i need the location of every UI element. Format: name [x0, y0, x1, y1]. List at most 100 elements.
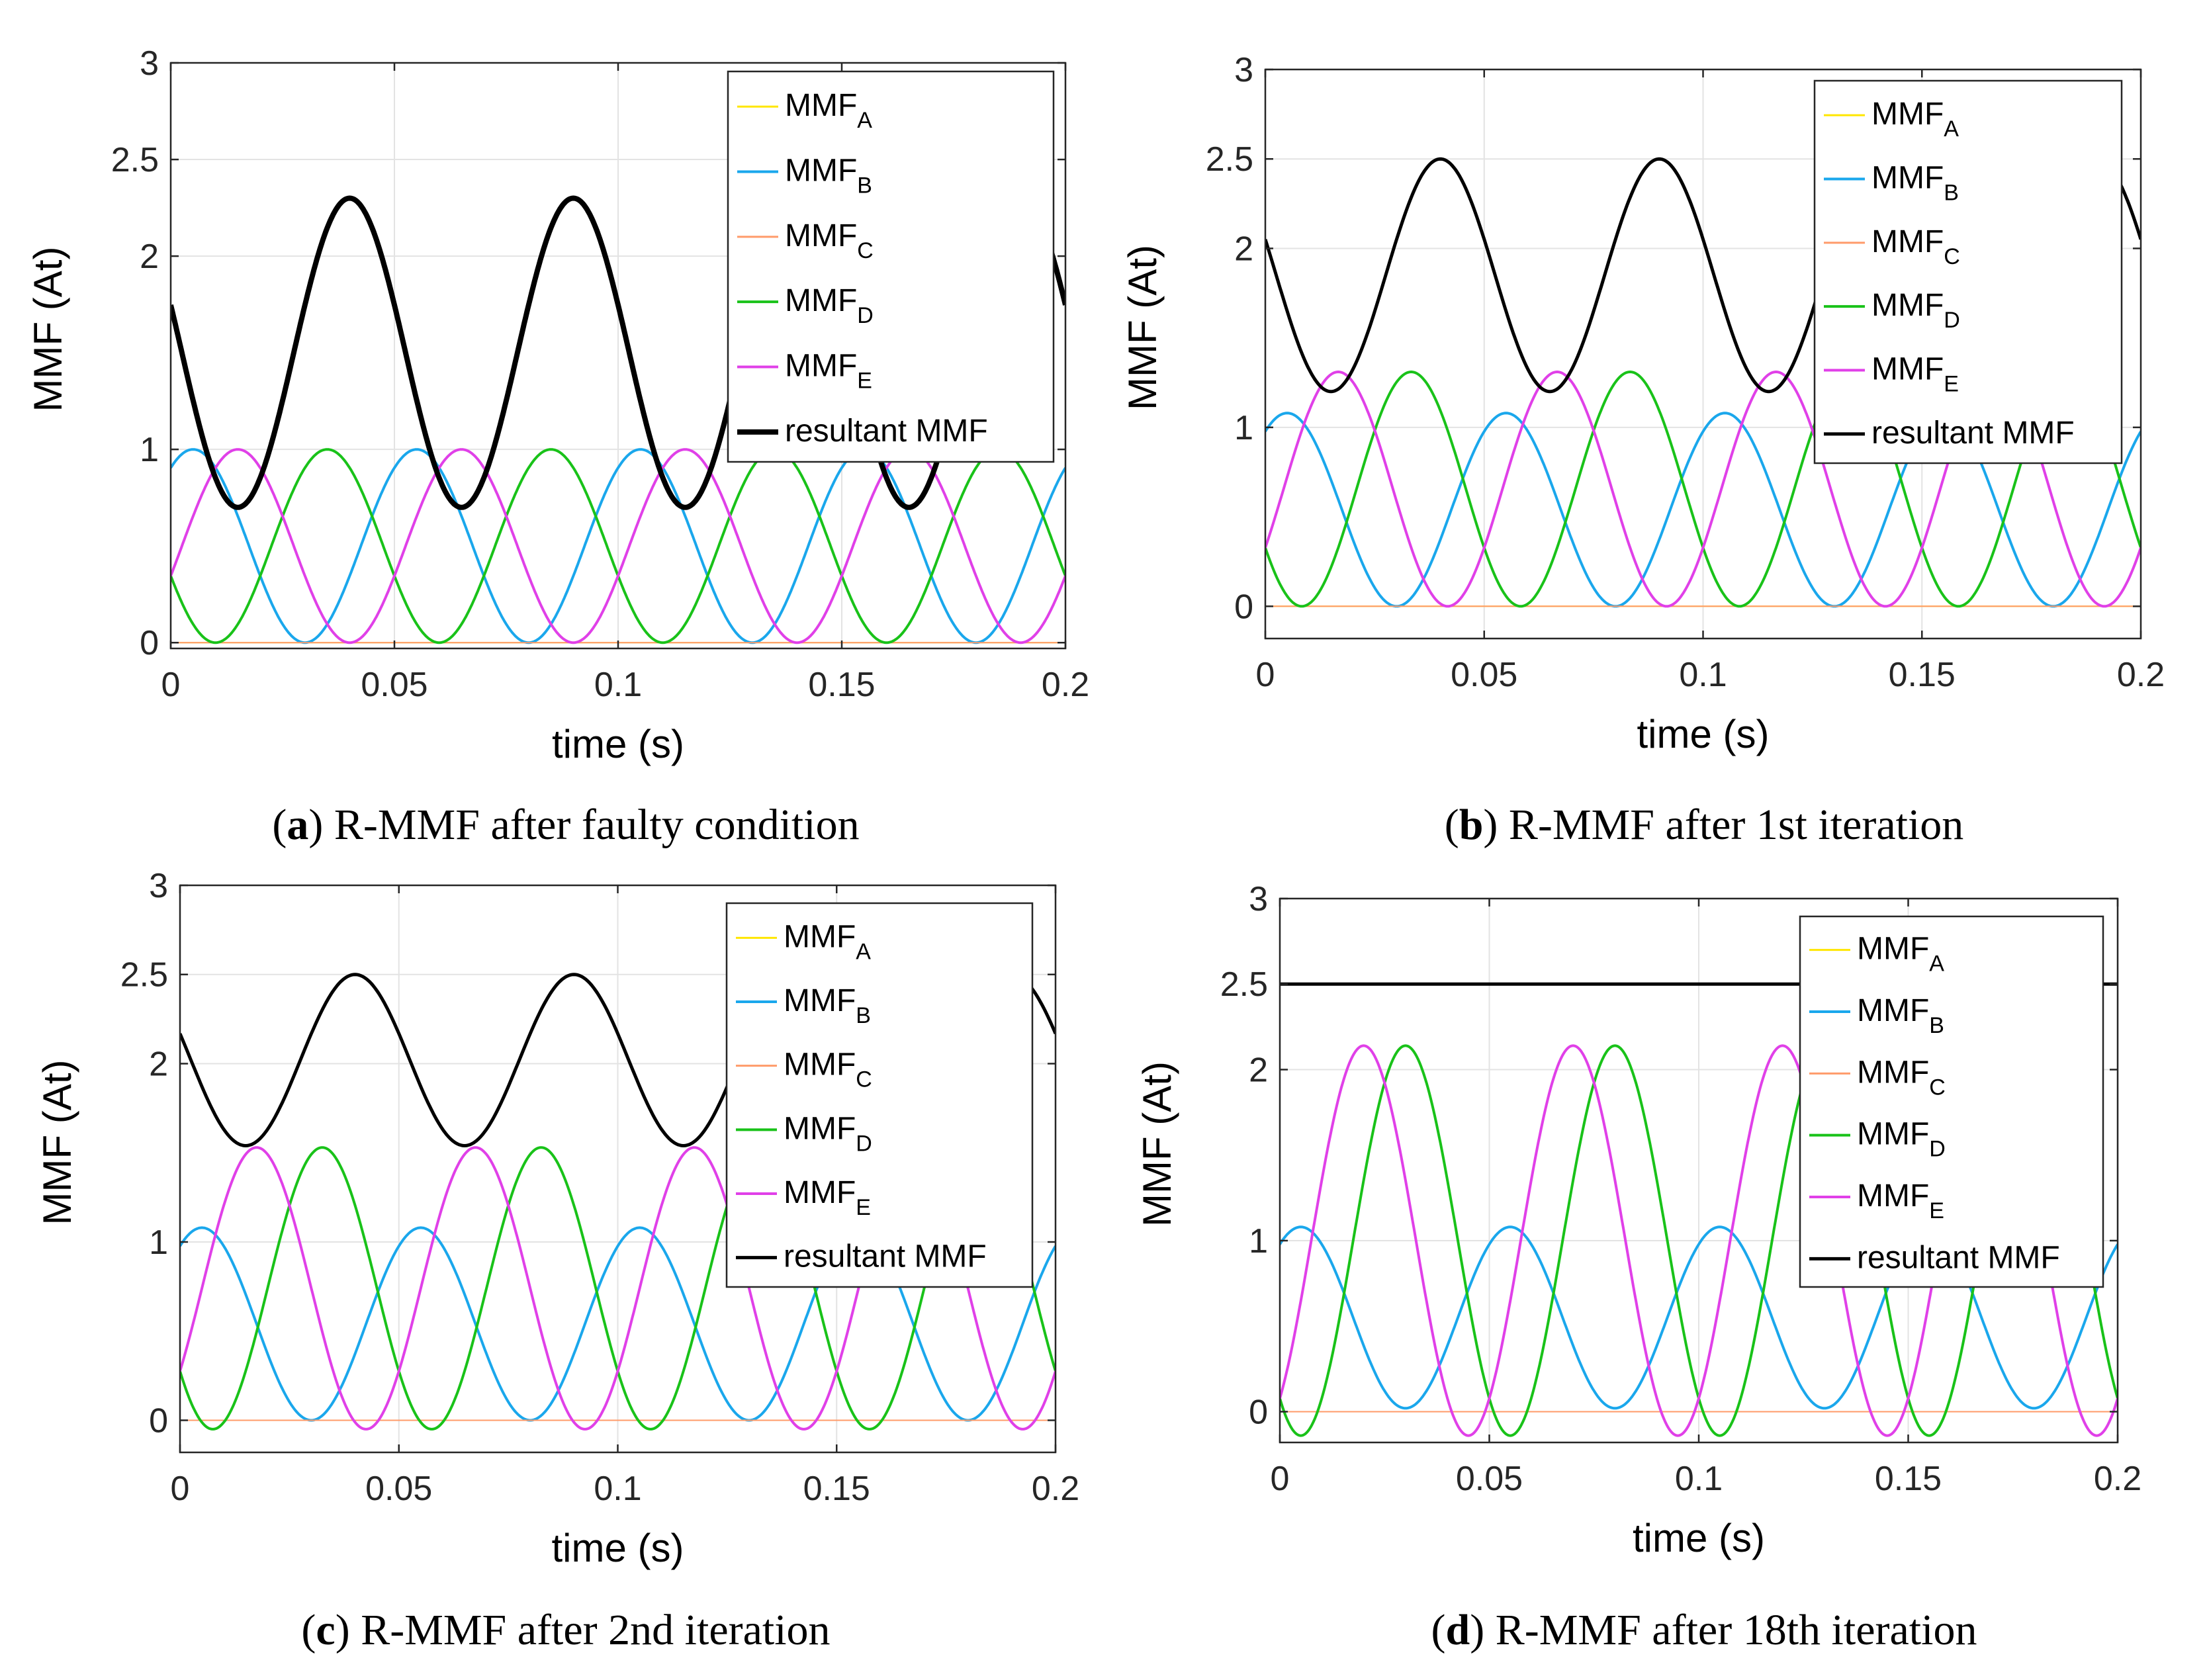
caption-text: R-MMF after faulty condition: [334, 801, 860, 849]
y-tick-label: 2: [1234, 230, 1253, 268]
y-axis-label: MMF (At): [1135, 1061, 1179, 1227]
legend-label-mmf-e: MMFE: [785, 349, 872, 394]
series-line-mmf-b: [1280, 1225, 2118, 1410]
x-tick-label: 0.2: [1042, 666, 1089, 704]
legend-box: [725, 902, 1034, 1288]
x-tick-label: 0.05: [361, 666, 428, 704]
y-tick-label: 3: [1249, 880, 1268, 918]
x-tick-label: 0.15: [803, 1470, 870, 1508]
y-tick-label: 2.5: [1220, 965, 1268, 1004]
legend-label-resultant-mmf: resultant MMF: [784, 1239, 987, 1274]
legend-label-mmf-c: MMFC: [1871, 224, 1960, 269]
y-tick-label: 2: [149, 1045, 168, 1083]
legend-box: [1799, 915, 2104, 1288]
panel-d: 0 0.05 0.1 0.15 0.2 0 1 2 2.5 3 time (s) MMF (At) MM…: [1135, 880, 2141, 1654]
legend-label-mmf-e: MMFE: [784, 1175, 871, 1220]
x-tick-label: 0.05: [1456, 1460, 1523, 1498]
x-tick-label: 0: [171, 1470, 190, 1508]
legend: MMFA MMFB MMFC MMFD MMFE resultant MMF: [1799, 915, 2104, 1288]
caption-letter: a: [287, 801, 308, 849]
legend-box: [1813, 79, 2123, 464]
y-tick-label: 3: [1234, 51, 1253, 89]
y-tick-label: 3: [140, 44, 159, 83]
panel-caption: (b) R-MMF after 1st iteration: [1445, 801, 1964, 849]
x-tick-label: 0.1: [594, 1470, 641, 1508]
y-tick-label: 1: [140, 431, 159, 469]
y-tick-label: 0: [1249, 1393, 1268, 1431]
legend-label-mmf-d: MMFD: [1857, 1117, 1946, 1162]
x-axis-label: time (s): [552, 722, 684, 766]
panel-a: 0 0.05 0.1 0.15 0.2 0 1 2 2.5 3 time (s) MMF (At) MM…: [26, 44, 1089, 849]
legend-label-resultant-mmf: resultant MMF: [1857, 1240, 2060, 1275]
x-tick-label: 0: [1256, 656, 1275, 694]
series-line-resultant-mmf: [171, 195, 1065, 510]
y-tick-label: 1: [1234, 409, 1253, 447]
y-tick-label: 1: [1249, 1222, 1268, 1260]
x-axis-label: time (s): [1633, 1516, 1765, 1560]
y-axis-label: MMF (At): [35, 1060, 79, 1225]
y-tick-label: 0: [140, 624, 159, 662]
caption-text: R-MMF after 18th iteration: [1496, 1606, 1977, 1654]
y-tick-label: 2: [140, 238, 159, 276]
x-tick-label: 0.1: [1675, 1460, 1723, 1498]
legend-label-mmf-c: MMFC: [784, 1047, 872, 1092]
x-tick-label: 0.15: [808, 666, 875, 704]
caption-text: R-MMF after 2nd iteration: [361, 1606, 830, 1654]
panel-b: 0 0.05 0.1 0.15 0.2 0 1 2 2.5 3 time (s) MMF (At) MM…: [1120, 51, 2165, 849]
caption-letter: b: [1459, 801, 1484, 849]
x-axis-label: time (s): [1637, 712, 1770, 756]
panel-c: 0 0.05 0.1 0.15 0.2 0 1 2 2.5 3 time (s) MMF (At) MM…: [35, 867, 1079, 1654]
series-line-mmf-b: [1265, 412, 2141, 608]
y-tick-label: 2.5: [1206, 140, 1253, 179]
legend-label-mmf-d: MMFD: [1871, 288, 1960, 333]
legend-label-mmf-c: MMFC: [1857, 1055, 1946, 1100]
legend-label-mmf-d: MMFD: [784, 1111, 872, 1156]
caption-text: R-MMF after 1st iteration: [1509, 801, 1963, 849]
caption-letter: c: [316, 1606, 335, 1654]
caption-letter: d: [1446, 1606, 1470, 1654]
x-tick-label: 0.1: [1679, 656, 1727, 694]
y-tick-label: 2.5: [111, 141, 159, 179]
legend-label-resultant-mmf: resultant MMF: [785, 414, 988, 449]
x-tick-label: 0.2: [2094, 1460, 2141, 1498]
y-axis-label: MMF (At): [26, 247, 70, 412]
panel-caption: (c) R-MMF after 2nd iteration: [301, 1606, 830, 1654]
legend-label-mmf-a: MMFA: [1857, 932, 1944, 977]
panel-caption: (a) R-MMF after faulty condition: [272, 801, 859, 849]
x-axis-label: time (s): [552, 1526, 684, 1570]
series-line-mmf-b: [180, 1226, 1056, 1422]
x-tick-label: 0.1: [594, 666, 642, 704]
panel-caption: (d) R-MMF after 18th iteration: [1431, 1606, 1977, 1654]
legend-label-mmf-b: MMFB: [785, 154, 872, 199]
x-tick-label: 0: [1271, 1460, 1290, 1498]
legend-box: [727, 70, 1055, 463]
y-tick-label: 3: [149, 867, 168, 905]
legend-label-mmf-b: MMFB: [1871, 161, 1959, 206]
x-tick-label: 0.05: [365, 1470, 432, 1508]
legend-label-mmf-d: MMFD: [785, 283, 874, 328]
x-tick-label: 0.2: [1032, 1470, 1079, 1508]
y-tick-label: 1: [149, 1223, 168, 1262]
legend-label-mmf-b: MMFB: [1857, 993, 1944, 1038]
y-axis-label: MMF (At): [1120, 245, 1165, 410]
legend-label-mmf-a: MMFA: [784, 919, 871, 964]
legend-label-mmf-c: MMFC: [785, 218, 874, 263]
x-tick-label: 0.15: [1889, 656, 1956, 694]
legend-label-mmf-a: MMFA: [1871, 97, 1959, 142]
y-tick-label: 2.5: [120, 956, 168, 995]
x-tick-label: 0.05: [1451, 656, 1517, 694]
y-tick-label: 2: [1249, 1051, 1268, 1089]
y-tick-label: 0: [149, 1401, 168, 1440]
x-tick-label: 0.15: [1875, 1460, 1942, 1498]
legend: MMFA MMFB MMFC MMFD MMFE resultant MMF: [725, 902, 1034, 1288]
legend-label-mmf-e: MMFE: [1871, 352, 1959, 397]
legend-label-mmf-b: MMFB: [784, 983, 871, 1028]
legend-label-resultant-mmf: resultant MMF: [1871, 416, 2075, 451]
legend: MMFA MMFB MMFC MMFD MMFE resultant MMF: [1813, 79, 2123, 464]
series-line-mmf-b: [171, 448, 1065, 644]
x-tick-label: 0: [161, 666, 181, 704]
y-tick-label: 0: [1234, 588, 1253, 626]
legend: MMFA MMFB MMFC MMFD MMFE resultant MMF: [727, 70, 1055, 463]
legend-label-mmf-e: MMFE: [1857, 1178, 1944, 1223]
